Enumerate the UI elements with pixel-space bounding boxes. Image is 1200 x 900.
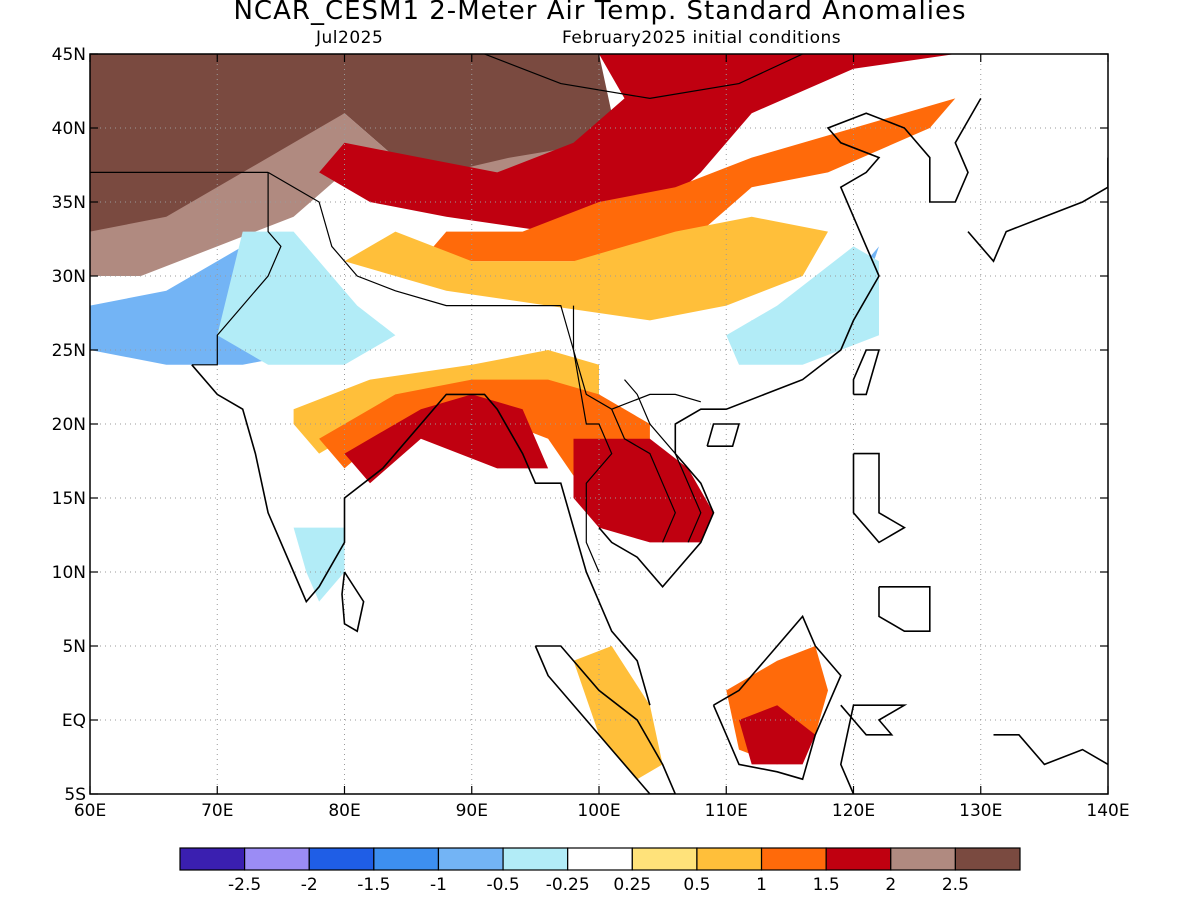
coastlines-layer	[90, 54, 1108, 794]
lat-tick-label: 45N	[52, 45, 86, 65]
border-china-mongolia	[483, 54, 804, 100]
lat-tick-label: 5S	[64, 785, 86, 805]
anomaly-region-sumatra-yellow	[573, 646, 663, 780]
lat-tick-label: 40N	[52, 119, 86, 139]
colorbar-label: -1.5	[357, 875, 390, 895]
lon-tick-label: 140E	[1086, 801, 1129, 821]
init-conditions-label: February2025 initial conditions	[562, 28, 842, 48]
coastline-taiwan	[852, 349, 881, 396]
anomaly-region-mongolia-strong-warm	[90, 54, 612, 247]
anomaly-region-china-north-orange	[420, 98, 956, 262]
coastline-borneo	[712, 614, 842, 781]
coastline-philippines-mindanao	[878, 585, 931, 633]
axis-ticks: 60E 70E 80E 90E 100E 110E 120E 130E 140E 45N 40N 35…	[52, 45, 1130, 821]
coastline-philippines-luzon	[852, 452, 906, 544]
lon-tick-label: 130E	[959, 801, 1002, 821]
coastline-japan	[967, 157, 1108, 263]
anomaly-shading-layer	[90, 54, 956, 780]
colorbar-swatch	[954, 847, 1021, 871]
lat-tick-label: 10N	[52, 563, 86, 583]
lon-tick-label: 120E	[832, 801, 875, 821]
colorbar-label: 2.5	[942, 875, 969, 895]
coastline-india-coast	[191, 364, 651, 706]
coastline-indochina-coast	[598, 98, 982, 589]
lat-tick-label: 20N	[52, 415, 86, 435]
lon-tick-label: 110E	[705, 801, 748, 821]
coastline-new-guinea	[993, 733, 1108, 766]
coastline-sulawesi	[839, 704, 908, 794]
colorbar-label: 0.5	[683, 875, 710, 895]
colorbar-swatch	[696, 847, 763, 871]
lat-tick-label: 15N	[52, 489, 86, 509]
anomaly-region-tibet-red	[319, 54, 956, 232]
colorbar-label: 1.5	[813, 875, 840, 895]
anomaly-region-bengal-red	[344, 394, 549, 484]
colorbar-label: -0.25	[546, 875, 590, 895]
colorbar-label: -2.5	[228, 875, 261, 895]
border-thai-laos	[611, 408, 676, 543]
lat-tick-label: 30N	[52, 267, 86, 287]
colorbar-swatch	[890, 847, 956, 871]
colorbar-swatch	[502, 847, 569, 871]
colorbar-swatch	[760, 847, 827, 871]
lat-tick-label: 35N	[52, 193, 86, 213]
border-myanmar-thai	[572, 305, 613, 573]
lon-tick-label: 80E	[328, 801, 360, 821]
colorbar-swatch	[244, 847, 310, 871]
anomaly-region-central-asia-warm	[90, 113, 650, 276]
anomaly-region-bengal-yellow	[293, 350, 599, 454]
colorbar-swatch	[179, 847, 246, 871]
lon-tick-label: 70E	[201, 801, 233, 821]
colorbar-label: 1	[756, 875, 767, 895]
border-india-pakistan	[191, 172, 282, 366]
anomaly-region-south-india-blue	[293, 527, 345, 602]
anomaly-region-indochina-red	[573, 438, 714, 543]
colorbar-label: -0.5	[486, 875, 519, 895]
colorbar: -2.5 -2 -1.5 -1 -0.5 -0.25 0.25 0.5 1 1.5 2 2.5	[179, 847, 1021, 895]
anomaly-region-india-lightblue	[217, 231, 396, 365]
coastline-sumatra	[534, 645, 677, 794]
colorbar-label: -2	[301, 875, 318, 895]
colorbar-swatch	[631, 847, 698, 871]
lat-tick-label: EQ	[62, 711, 86, 731]
anomaly-region-bengal-orange	[319, 379, 650, 513]
colorbar-label: -1	[430, 875, 447, 895]
lat-tick-label: 5N	[62, 637, 86, 657]
colorbar-swatch	[567, 847, 633, 871]
valid-month-label: Jul2025	[316, 28, 384, 48]
lon-tick-label: 90E	[456, 801, 488, 821]
colorbar-label: 2	[885, 875, 896, 895]
map-title: NCAR_CESM1 2-Meter Air Temp. Standard An…	[233, 0, 967, 26]
lon-tick-label: 100E	[577, 801, 620, 821]
lon-tick-label: 60E	[74, 801, 106, 821]
colorbar-swatch	[825, 847, 892, 871]
anomaly-region-china-central-yellow	[344, 216, 828, 321]
anomaly-region-borneo-red	[739, 705, 816, 765]
lat-tick-label: 25N	[52, 341, 86, 361]
coastline-hainan	[706, 423, 741, 448]
colorbar-swatch	[437, 847, 504, 871]
colorbar-label: 0.25	[613, 875, 651, 895]
border-china-south-border	[267, 171, 701, 410]
border-laos-vietnam	[624, 379, 702, 543]
coastline-sri-lanka	[341, 571, 365, 633]
colorbar-swatch	[308, 847, 375, 871]
colorbar-swatch	[373, 847, 440, 871]
